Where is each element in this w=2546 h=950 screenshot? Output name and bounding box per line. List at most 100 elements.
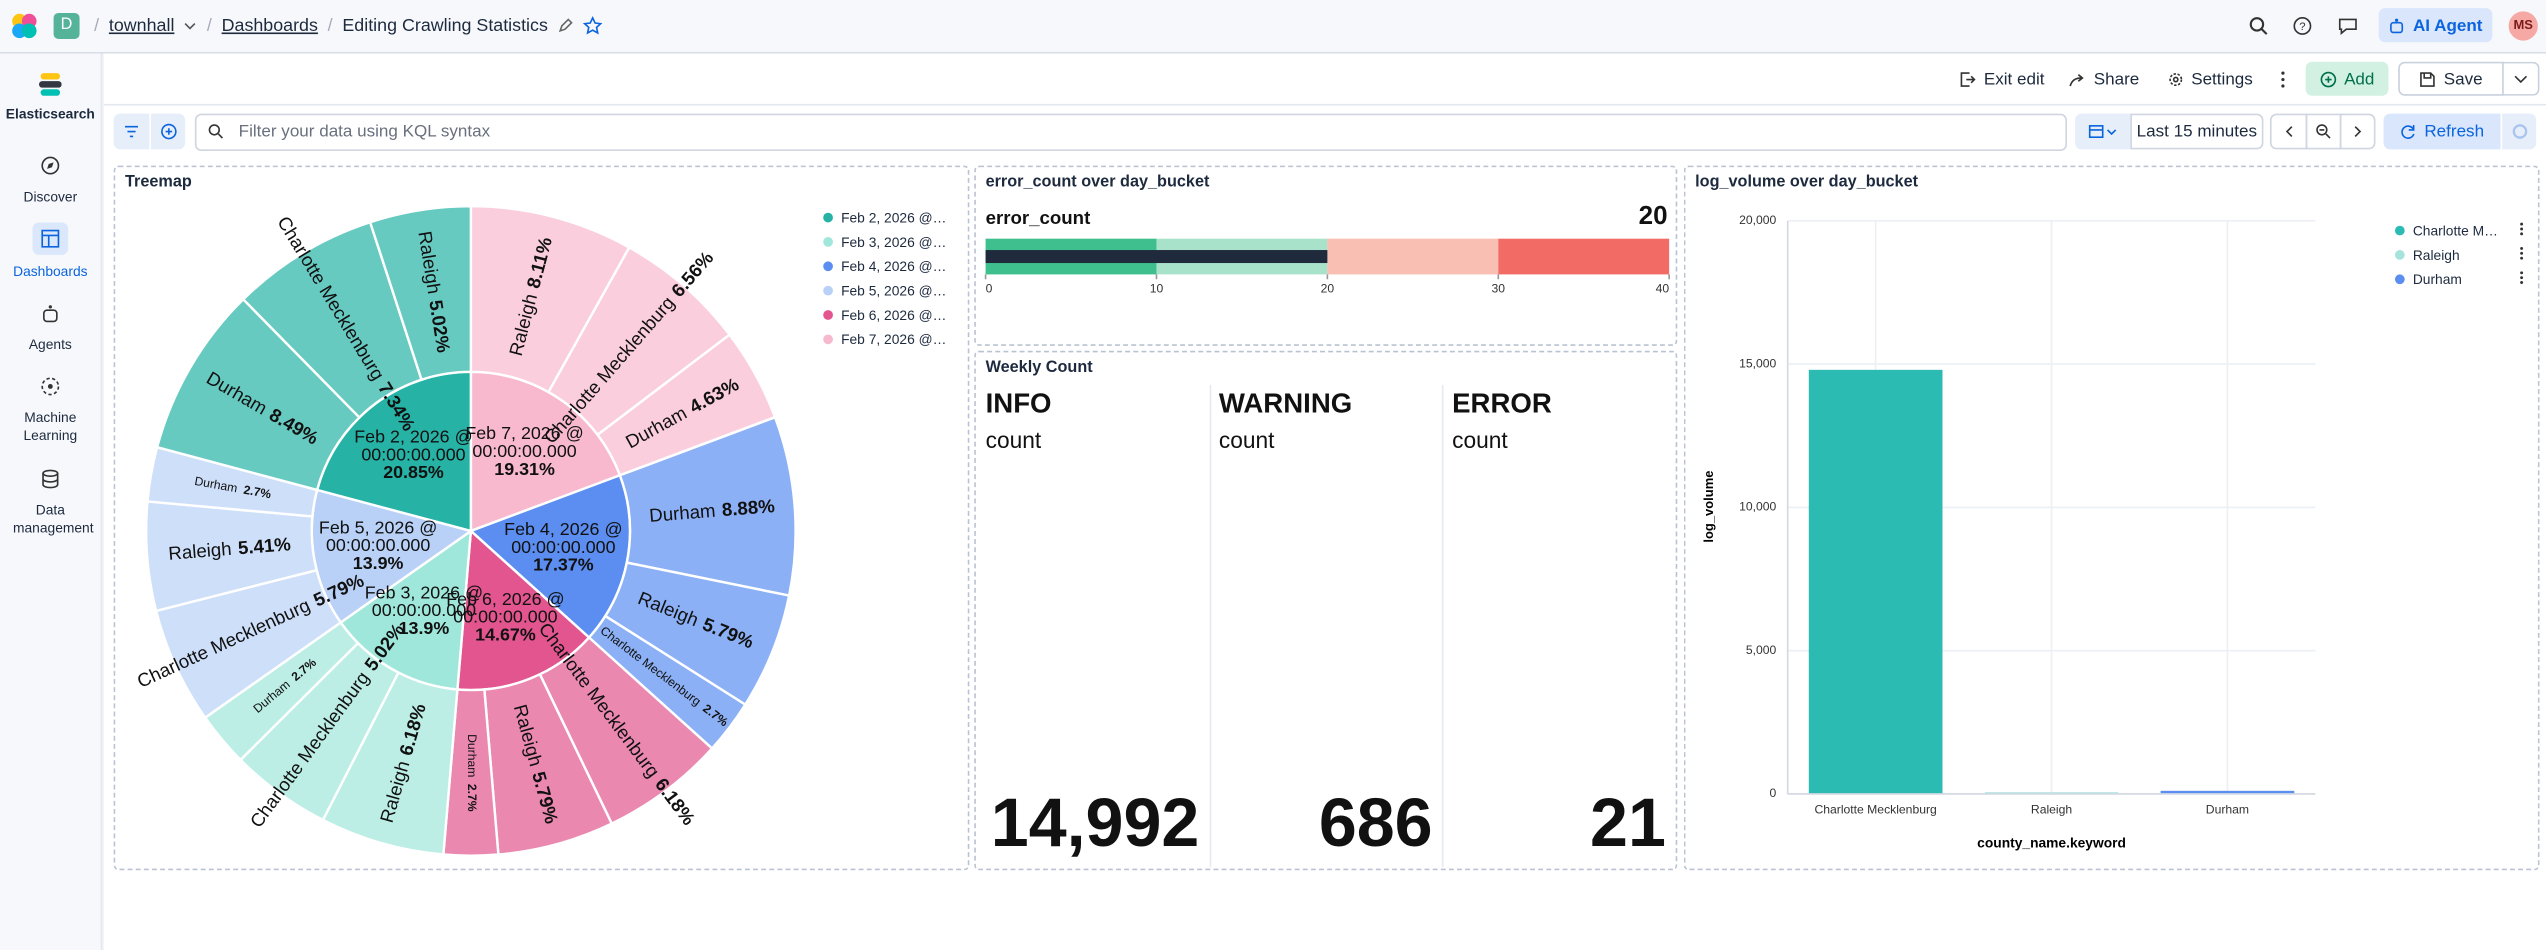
next-icon bbox=[2354, 126, 2362, 137]
ml-icon[interactable] bbox=[41, 377, 60, 396]
outer-value: 8.88% bbox=[721, 495, 776, 520]
menu-dot bbox=[2520, 232, 2524, 236]
settings-button[interactable]: Settings bbox=[2161, 63, 2258, 95]
outer-value: 2.7% bbox=[465, 784, 479, 812]
add-button[interactable]: Add bbox=[2305, 61, 2389, 96]
nav-label[interactable]: Dashboards bbox=[13, 263, 88, 280]
sidebar bbox=[0, 53, 103, 950]
logo[interactable] bbox=[10, 11, 39, 40]
calendar-icon bbox=[2088, 125, 2117, 139]
treemap-panel[interactable]: Treemap Raleigh8.11% Charlotte Mecklenburg… bbox=[113, 165, 970, 871]
legend-item: Charlotte Mecklenburg bbox=[2394, 221, 2525, 240]
refresh-button[interactable]: Refresh bbox=[2383, 113, 2501, 150]
panel-title: log_volume over day_bucket bbox=[1695, 173, 1919, 192]
time-range[interactable]: Last 15 minutes bbox=[2130, 113, 2264, 150]
prev-button[interactable] bbox=[2269, 113, 2308, 150]
add-label: Add bbox=[2344, 69, 2375, 89]
star-icon[interactable] bbox=[583, 16, 604, 35]
breadcrumb-link[interactable]: Dashboards bbox=[221, 16, 318, 36]
save-button[interactable]: Save bbox=[2398, 61, 2504, 96]
legend-menu[interactable] bbox=[2518, 221, 2524, 240]
y-tick-label: 5,000 bbox=[1746, 643, 1777, 657]
nav-label[interactable]: Elasticsearch bbox=[5, 105, 95, 122]
bar-panel[interactable]: log_volume over day_bucket 0 5,000 10,000 15… bbox=[1683, 165, 2540, 871]
help-icon[interactable]: ? bbox=[2293, 16, 2312, 35]
outer-value: 5.41% bbox=[237, 533, 292, 558]
segment-category: Feb 6, 2026 @ 00:00:00.000 bbox=[446, 590, 565, 628]
refresh-icon bbox=[2401, 125, 2415, 139]
legend-menu[interactable] bbox=[2518, 245, 2524, 264]
metric-value: 21 bbox=[1590, 784, 1666, 861]
y-tick-label: 0 bbox=[1770, 786, 1777, 800]
nav-selected[interactable] bbox=[32, 222, 69, 255]
plus-icon bbox=[160, 123, 176, 140]
nav-label[interactable]: Machine Learning bbox=[23, 409, 78, 444]
data-icon[interactable] bbox=[41, 469, 60, 489]
separator: / bbox=[94, 16, 100, 36]
nav-label[interactable]: Discover bbox=[23, 188, 78, 205]
discover-icon[interactable] bbox=[41, 156, 60, 175]
share-button[interactable]: Share bbox=[2065, 63, 2143, 95]
edit-icon[interactable] bbox=[558, 18, 574, 34]
band bbox=[1327, 238, 1499, 275]
x-tick-label: 30 bbox=[1492, 281, 1506, 295]
x-tick-label: Durham bbox=[2206, 802, 2249, 816]
y-tick-label: 15,000 bbox=[1739, 356, 1776, 370]
space-link[interactable]: townhall bbox=[108, 16, 175, 36]
org-badge[interactable]: D bbox=[53, 12, 80, 39]
nav-label[interactable]: Agents bbox=[28, 336, 72, 353]
chat-icon[interactable] bbox=[2338, 16, 2357, 36]
bar-chart: 0 5,000 10,000 15,000 20,000 Charlotte Meckle… bbox=[1701, 213, 2316, 851]
menu-dot bbox=[2520, 281, 2524, 284]
add-filter-button[interactable] bbox=[151, 113, 186, 150]
bullet-panel[interactable]: error_count over day_bucket error_count 20… bbox=[974, 165, 1678, 346]
legend-swatch bbox=[823, 334, 833, 345]
save-menu-button[interactable] bbox=[2502, 61, 2540, 96]
ai-agent-button[interactable]: AI Agent bbox=[2378, 8, 2493, 43]
filter-icon bbox=[125, 125, 139, 138]
legend-swatch bbox=[823, 237, 833, 247]
chevron-icon[interactable] bbox=[184, 19, 197, 32]
zoom-icon bbox=[2316, 124, 2331, 139]
legend-swatch bbox=[2394, 250, 2405, 260]
menu-dot bbox=[2520, 251, 2524, 255]
outer-segment bbox=[155, 297, 362, 492]
metric-panel[interactable]: Weekly Count INFO count 14,992 WARNING count 6… bbox=[974, 350, 1678, 871]
page-title: Editing Crawling Statistics bbox=[342, 16, 548, 36]
legend-label: Feb 3, 2026 @ 00:00:00.000 bbox=[841, 233, 950, 251]
legend-label: Feb 7, 2026 @ 00:00:00.000 bbox=[841, 331, 950, 348]
legend-item: Feb 5, 2026 @ 00:00:00.000 bbox=[823, 283, 950, 299]
legend-label: Raleigh bbox=[2412, 246, 2460, 264]
next-button[interactable] bbox=[2339, 113, 2376, 150]
more-icon[interactable] bbox=[2278, 68, 2288, 91]
settings-label: Settings bbox=[2191, 69, 2253, 90]
search-icon[interactable] bbox=[2249, 16, 2268, 35]
user-avatar[interactable]: MS bbox=[2508, 11, 2538, 41]
band bbox=[1498, 238, 1670, 275]
filter-button[interactable] bbox=[113, 113, 150, 150]
plus-icon bbox=[2320, 70, 2336, 87]
date-quick-button[interactable] bbox=[2075, 113, 2131, 150]
x-tick-label: 0 bbox=[986, 281, 993, 295]
segment-category: Feb 2, 2026 @ 00:00:00.000 bbox=[354, 427, 473, 466]
refresh-options[interactable] bbox=[2502, 113, 2537, 150]
menu-icon bbox=[2520, 246, 2524, 260]
refresh-label: Refresh bbox=[2424, 121, 2485, 142]
bar bbox=[1984, 792, 2119, 794]
zoom-button[interactable] bbox=[2305, 113, 2342, 150]
nav-label[interactable]: Data management bbox=[12, 501, 94, 536]
segment-value: 19.31% bbox=[494, 460, 555, 481]
query-input[interactable] bbox=[194, 113, 2067, 152]
legend-menu[interactable] bbox=[2518, 270, 2524, 289]
exit-edit-button[interactable]: Exit edit bbox=[1955, 63, 2049, 95]
dashboards-icon[interactable] bbox=[41, 229, 60, 248]
agents-icon[interactable] bbox=[41, 304, 60, 323]
elasticsearch-icon[interactable] bbox=[38, 71, 62, 97]
legend-label: Feb 6, 2026 @ 00:00:00.000 bbox=[841, 306, 950, 324]
outer-segment bbox=[368, 204, 473, 382]
outer-value: 2.7% bbox=[242, 483, 272, 502]
segment-category: Feb 5, 2026 @ 00:00:00.000 bbox=[318, 519, 438, 557]
menu-icon bbox=[2520, 222, 2524, 236]
menu-dot bbox=[2520, 227, 2524, 231]
bar bbox=[2160, 790, 2295, 794]
